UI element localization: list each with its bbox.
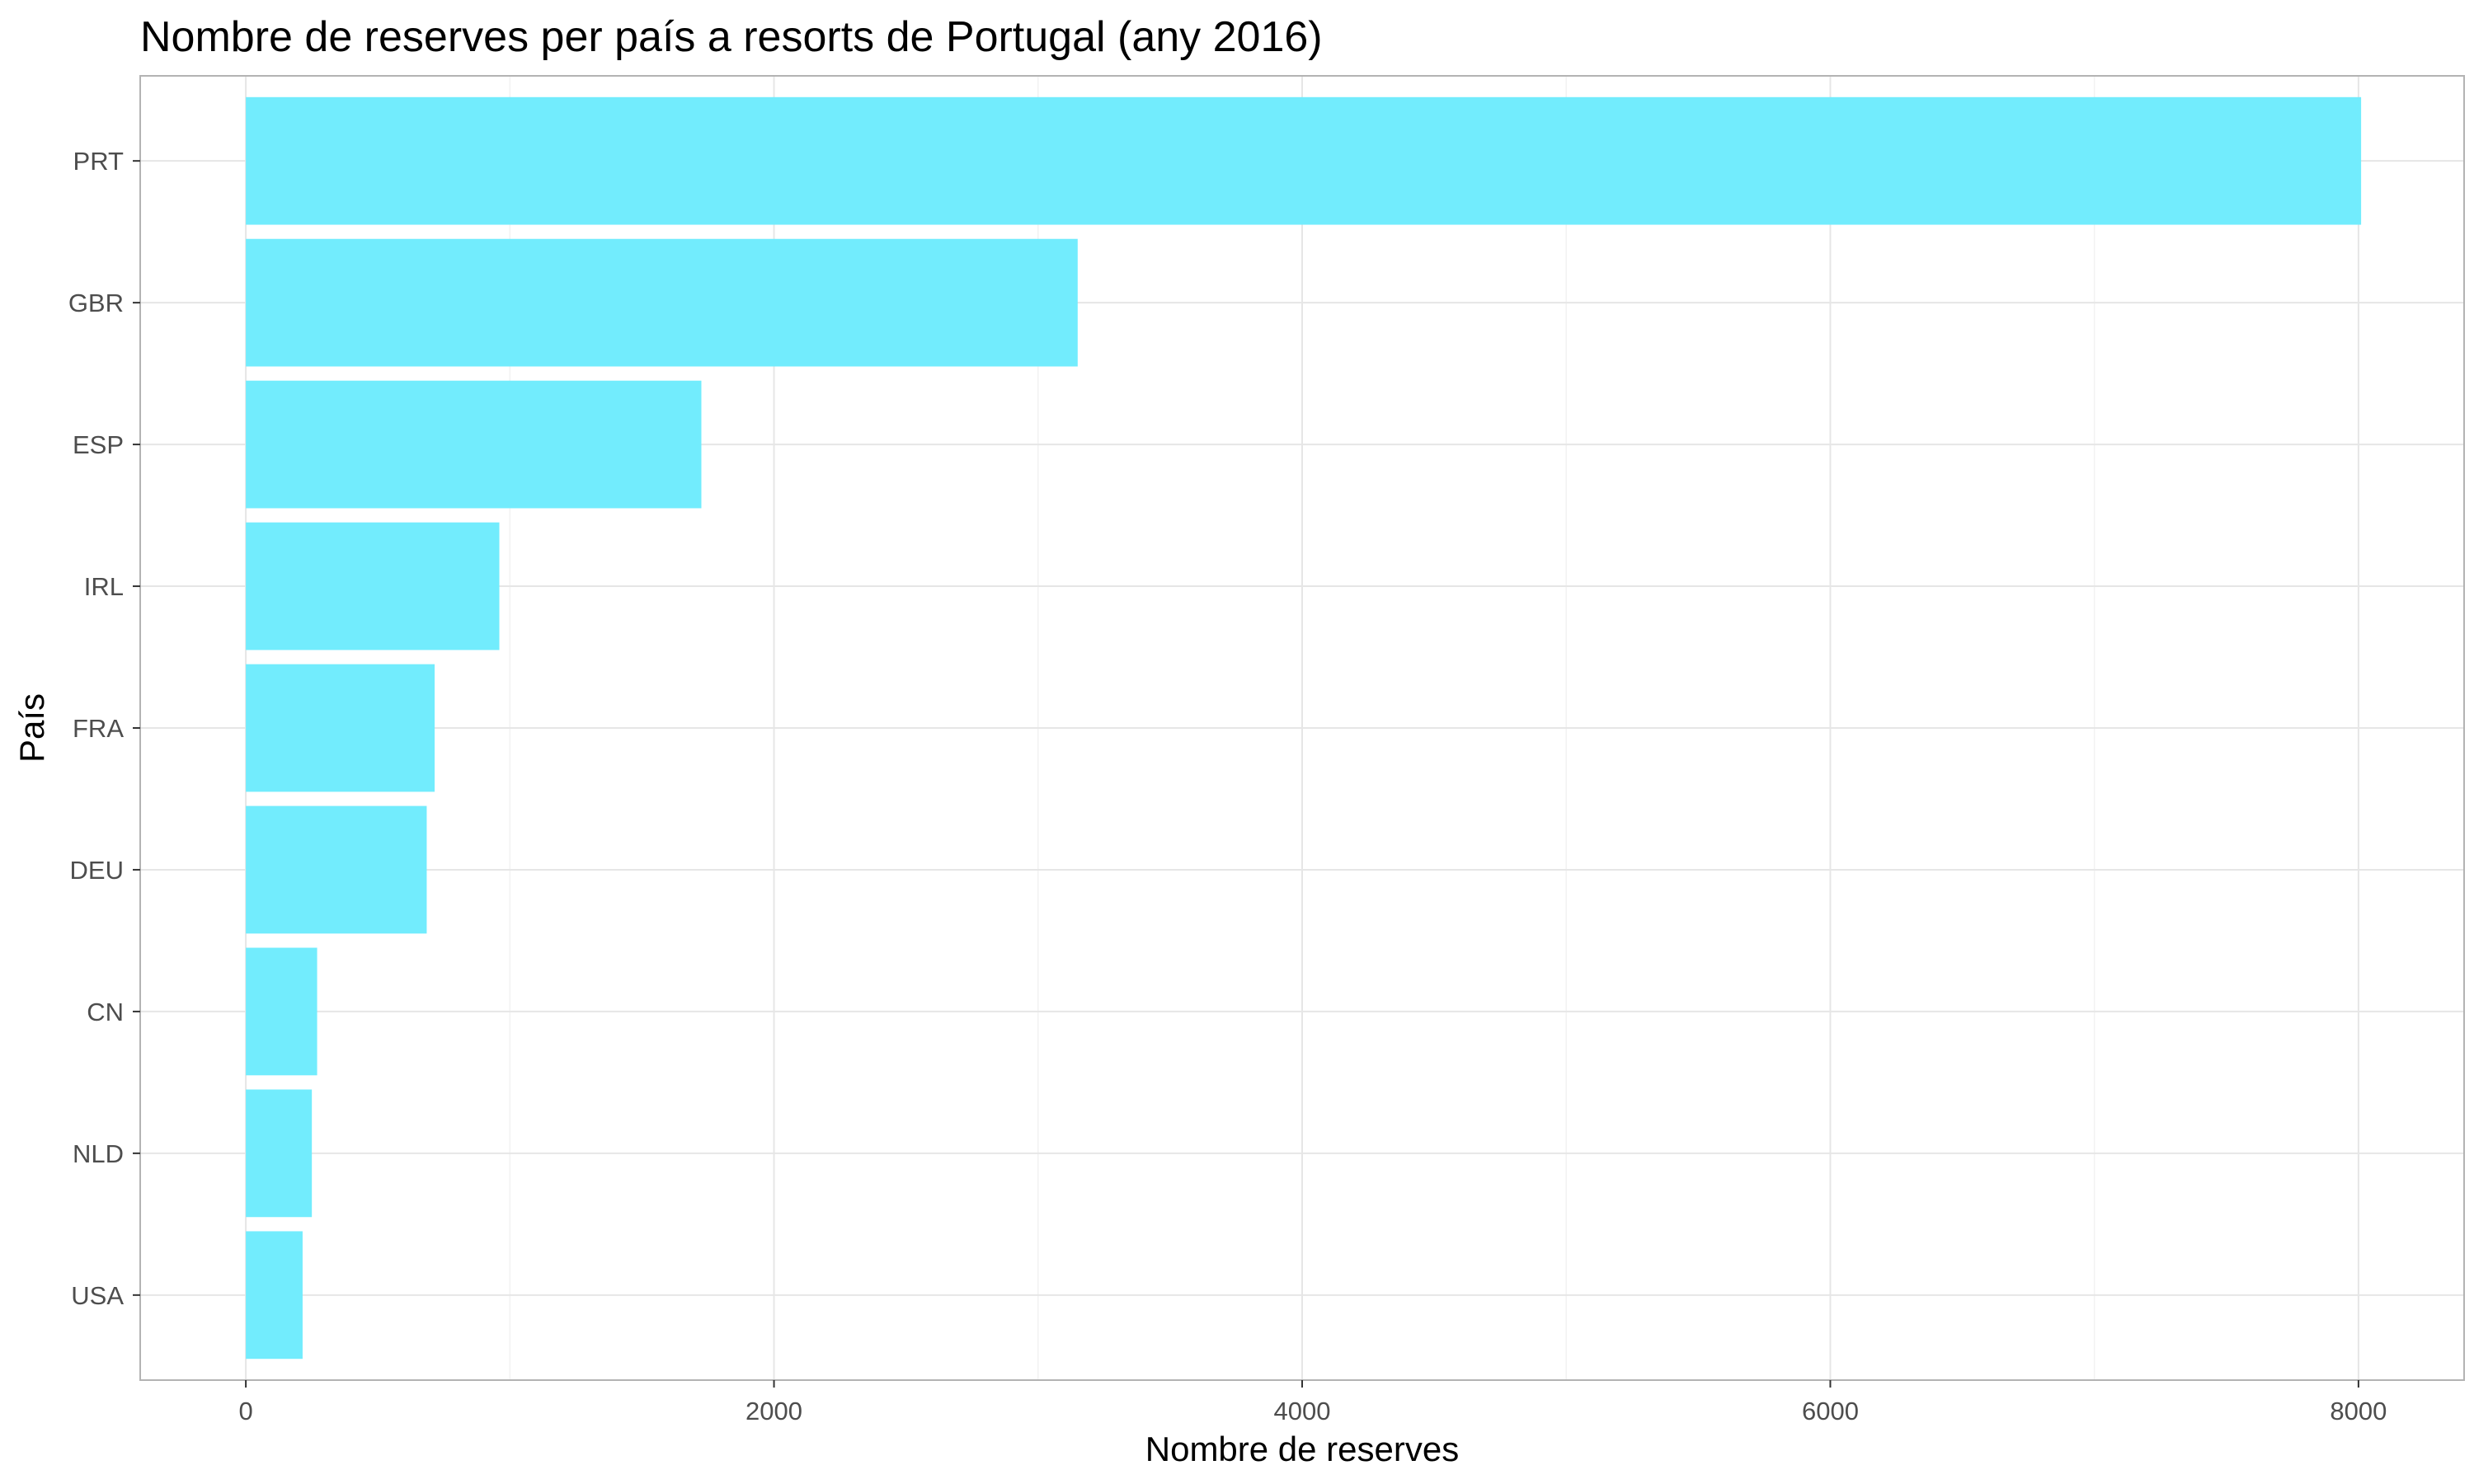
y-tick-label: FRA — [73, 714, 124, 743]
x-tick-label: 0 — [238, 1397, 252, 1425]
y-tick-label: CN — [87, 998, 124, 1026]
bar-irl — [246, 522, 500, 650]
bar-gbr — [246, 238, 1078, 367]
bar-prt — [246, 96, 2362, 225]
bar-fra — [246, 664, 435, 792]
y-axis: PRT GBR ESP IRL FRA DEU CN NLD USA — [68, 147, 140, 1310]
y-tick-label: IRL — [84, 572, 124, 601]
y-axis-title: País — [12, 693, 51, 763]
x-axis-title: Nombre de reserves — [1145, 1430, 1459, 1468]
bar-cn — [246, 947, 317, 1076]
y-tick-label: GBR — [68, 289, 124, 317]
x-tick-label: 2000 — [745, 1397, 802, 1425]
y-tick-label: ESP — [73, 430, 124, 459]
x-tick-label: 8000 — [2330, 1397, 2387, 1425]
bar-esp — [246, 380, 702, 509]
bar-nld — [246, 1089, 313, 1218]
x-tick-label: 6000 — [1802, 1397, 1859, 1425]
bars — [246, 96, 2362, 1360]
y-tick-label: PRT — [73, 147, 125, 176]
chart-title: Nombre de reserves per país a resorts de… — [140, 13, 1323, 61]
y-tick-label: NLD — [73, 1139, 124, 1168]
x-axis: 0 2000 4000 6000 8000 — [238, 1380, 2387, 1425]
bar-deu — [246, 805, 427, 934]
x-tick-label: 4000 — [1274, 1397, 1331, 1425]
bar-usa — [246, 1231, 303, 1360]
y-tick-label: USA — [71, 1281, 124, 1310]
y-tick-label: DEU — [70, 856, 124, 885]
